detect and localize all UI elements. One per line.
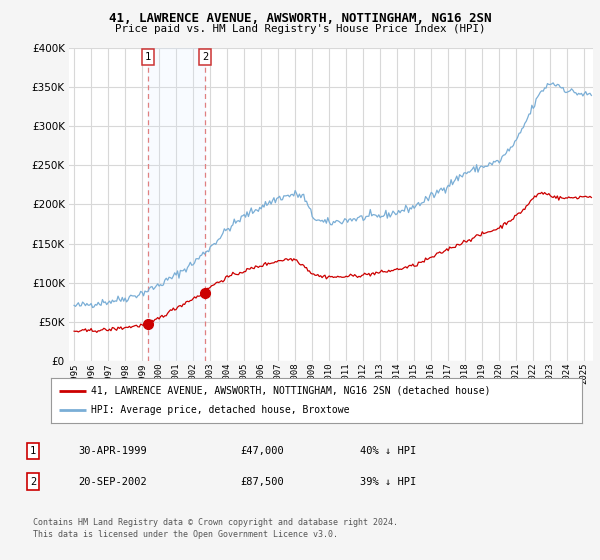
- Text: 1: 1: [30, 446, 36, 456]
- Text: Price paid vs. HM Land Registry's House Price Index (HPI): Price paid vs. HM Land Registry's House …: [115, 24, 485, 34]
- Text: This data is licensed under the Open Government Licence v3.0.: This data is licensed under the Open Gov…: [33, 530, 338, 539]
- Text: Contains HM Land Registry data © Crown copyright and database right 2024.: Contains HM Land Registry data © Crown c…: [33, 518, 398, 527]
- Text: £87,500: £87,500: [240, 477, 284, 487]
- Text: 41, LAWRENCE AVENUE, AWSWORTH, NOTTINGHAM, NG16 2SN (detached house): 41, LAWRENCE AVENUE, AWSWORTH, NOTTINGHA…: [91, 385, 490, 395]
- Bar: [148, 48, 205, 361]
- Text: 40% ↓ HPI: 40% ↓ HPI: [360, 446, 416, 456]
- Text: 39% ↓ HPI: 39% ↓ HPI: [360, 477, 416, 487]
- Text: 41, LAWRENCE AVENUE, AWSWORTH, NOTTINGHAM, NG16 2SN: 41, LAWRENCE AVENUE, AWSWORTH, NOTTINGHA…: [109, 12, 491, 25]
- Text: 2: 2: [202, 52, 209, 62]
- Text: HPI: Average price, detached house, Broxtowe: HPI: Average price, detached house, Brox…: [91, 405, 349, 416]
- Text: 20-SEP-2002: 20-SEP-2002: [78, 477, 147, 487]
- Text: 2: 2: [30, 477, 36, 487]
- Text: 30-APR-1999: 30-APR-1999: [78, 446, 147, 456]
- Text: 1: 1: [145, 52, 151, 62]
- Text: £47,000: £47,000: [240, 446, 284, 456]
